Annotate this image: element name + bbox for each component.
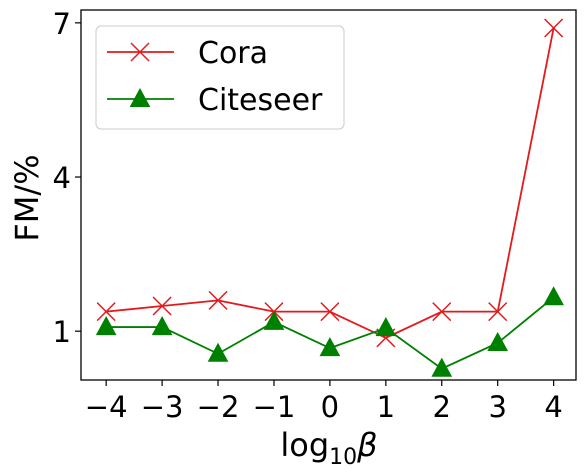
x-tick-label: −4 [85,390,128,424]
series-line-citeseer [106,296,555,370]
data-point-cora [152,296,172,316]
legend-label-cora: Cora [198,36,268,71]
data-point-cora [432,302,452,322]
legend: Cora Citeseer [95,25,345,130]
data-point-cora-stroke-b [208,290,228,310]
data-point-cora [544,18,564,38]
data-point-citeseer [207,342,229,362]
data-point-cora-stroke-b [96,302,116,322]
x-tick-label: 4 [544,390,562,424]
data-point-cora-stroke-b [152,296,172,316]
legend-label-citeseer: Citeseer [198,83,323,118]
data-point-citeseer [319,337,341,357]
x-axis-title-base: log [280,426,329,464]
y-tick-label: 7 [53,7,71,41]
data-point-cora-stroke-b [320,302,340,322]
data-point-cora-stroke-b [488,302,508,322]
x-tick-label: 3 [488,390,506,424]
x-tick-label: 1 [377,390,395,424]
legend-marker-citeseer [129,87,151,107]
data-point-cora-stroke-b [544,18,564,38]
data-point-citeseer [543,286,564,306]
y-axis-title: FM/% [8,154,46,241]
data-point-citeseer [487,331,509,351]
series-layer [95,18,564,377]
data-point-citeseer [431,357,453,377]
x-axis-title-subscript: 10 [329,445,357,470]
data-point-cora [208,290,228,310]
data-point-citeseer [95,316,117,336]
x-axis-title: log10β [280,426,377,470]
data-point-cora-stroke-b [432,302,452,322]
data-point-cora [320,302,340,322]
ticks-layer: −4 −3 −2 −1 0 1 2 3 4 1 4 7 [53,7,563,424]
x-tick-label: 2 [433,390,451,424]
legend-marker-cora-stroke-b [130,42,150,62]
x-tick-label: −2 [197,390,240,424]
plot-frame [80,9,577,381]
x-tick-label: 0 [321,390,339,424]
data-point-citeseer [263,310,285,330]
y-tick-label: 4 [53,161,71,195]
legend-swatches [107,42,174,107]
x-tick-label: −3 [141,390,184,424]
data-point-citeseer [375,317,397,337]
y-tick-label: 1 [53,315,71,349]
data-point-cora [488,302,508,322]
x-axis-title-greek: β [356,426,377,464]
data-point-cora [96,302,116,322]
x-tick-label: −1 [253,390,296,424]
legend-marker-cora [130,42,150,62]
data-point-citeseer [151,316,173,336]
